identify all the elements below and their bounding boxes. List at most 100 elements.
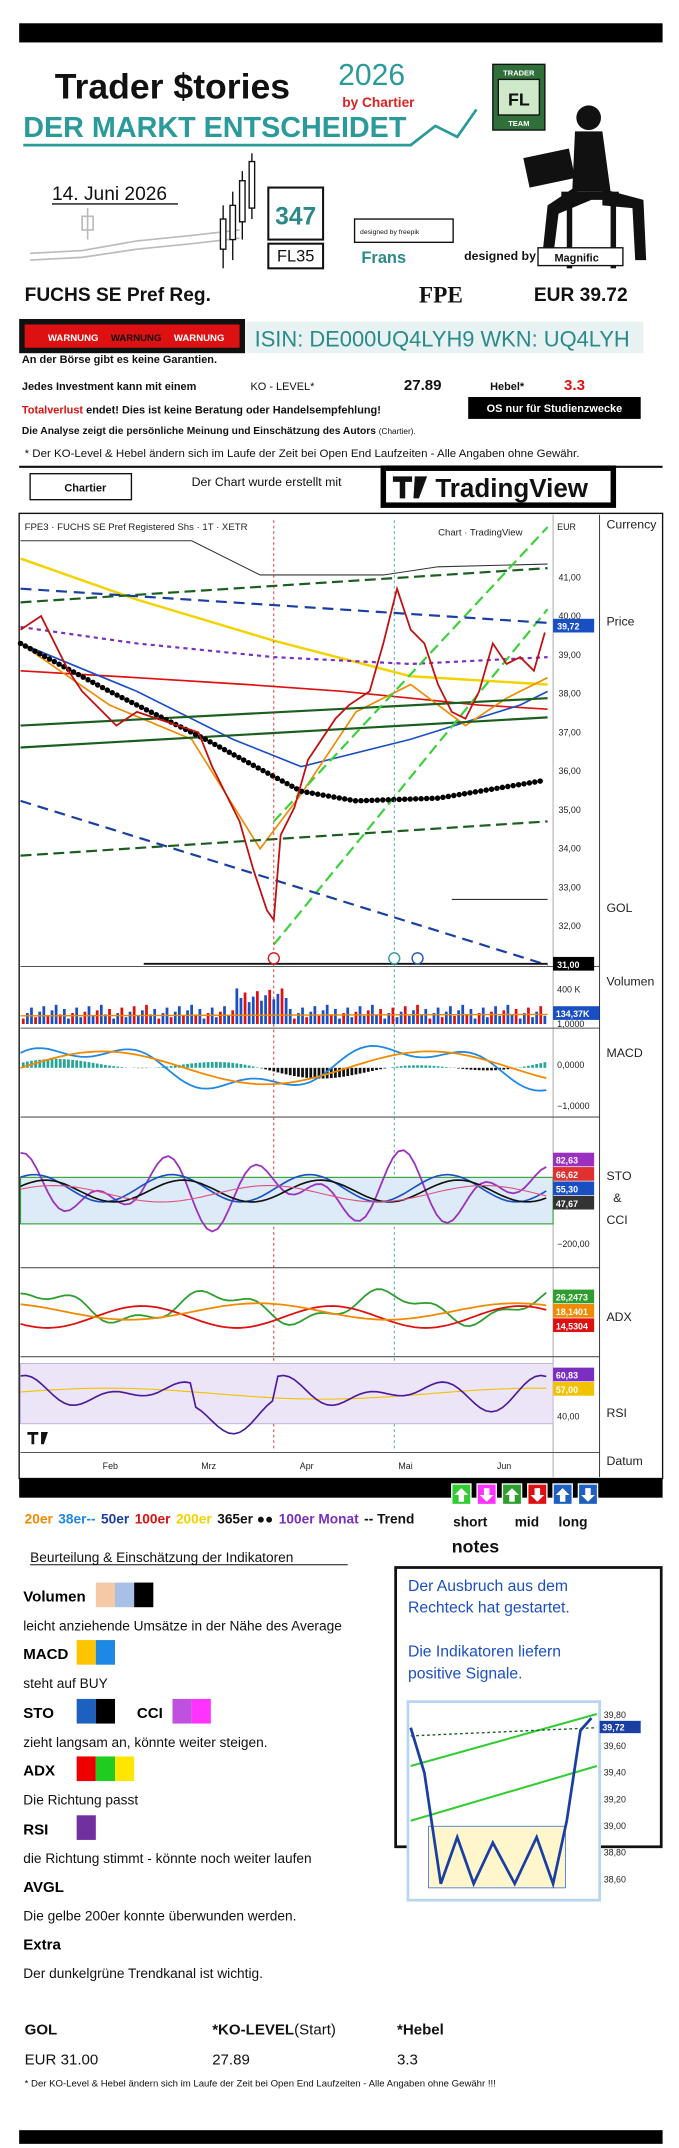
decoration	[114, 1582, 135, 1608]
y-tick-label: 39,20	[604, 1794, 626, 1804]
macd-bar	[169, 1065, 173, 1068]
y-tick-label: 32,00	[559, 921, 581, 931]
group: 82,63 66,62 55,30 47,67	[553, 1152, 595, 1210]
team-top: TRADER	[503, 68, 535, 77]
disclaimer-text: endet! Dies ist keine Beratung oder Hand…	[83, 404, 381, 416]
macd-bar	[346, 1067, 350, 1076]
x-tick-label: Apr	[300, 1461, 314, 1471]
macd-bar	[71, 1059, 74, 1068]
volume-bar	[202, 1018, 206, 1025]
macd-bar	[301, 1067, 304, 1078]
volume-bar	[346, 1007, 350, 1025]
volume-bar	[440, 1017, 444, 1025]
volume-bar	[128, 1011, 132, 1025]
volume-bar	[522, 1013, 526, 1025]
decoration	[19, 23, 663, 43]
decoration	[134, 1582, 154, 1608]
indicators-heading: Beurteilung & Einschätzung der Indikator…	[30, 1550, 293, 1565]
volume-bar	[99, 1004, 103, 1025]
side-label: CCI	[606, 1213, 627, 1227]
volume-bar	[194, 1014, 198, 1025]
decoration	[386, 470, 611, 503]
value-tag: 66,62	[556, 1170, 578, 1180]
x-tick-label: Mai	[398, 1461, 412, 1471]
group	[17, 520, 549, 1452]
volume-bar	[485, 1017, 489, 1025]
decoration	[20, 697, 548, 727]
indicator-line	[20, 1305, 547, 1329]
side-label: Currency	[606, 517, 657, 531]
disclaimer-text: Die Analyse zeigt die persönliche Meinun…	[22, 426, 379, 437]
legend-long: long	[559, 1514, 588, 1529]
volume-bar	[108, 1008, 111, 1025]
volume-bar	[428, 1018, 432, 1025]
value-tag-box	[553, 1318, 595, 1333]
volume-bar	[198, 1008, 202, 1025]
volume-bar	[214, 1017, 218, 1025]
team-mid: FL	[508, 89, 530, 109]
tradingview: TradingView	[435, 473, 588, 503]
macd-bar	[358, 1067, 362, 1074]
author: Frans	[361, 249, 406, 267]
volume-bar	[251, 996, 255, 1025]
symbol: FPE	[419, 283, 463, 309]
macd-bar	[54, 1058, 58, 1068]
group	[20, 965, 600, 1454]
decoration	[27, 1431, 48, 1445]
volume-bar	[338, 1018, 341, 1025]
volume-bar	[375, 1014, 378, 1025]
volume-axis: 400 K	[557, 985, 580, 995]
macd-bar	[391, 1067, 395, 1068]
rsi-axis: 40,00	[557, 1412, 579, 1422]
macd-bar	[444, 1067, 448, 1068]
x-tick-label: Mrz	[201, 1461, 216, 1471]
notes-title: notes	[452, 1536, 500, 1556]
indicator-line	[20, 1050, 547, 1086]
volume-average	[20, 1013, 548, 1017]
macd-bar	[231, 1062, 235, 1068]
y-tick-label: 33,00	[559, 882, 581, 892]
macd-bar	[62, 1059, 66, 1068]
decoration	[602, 188, 647, 261]
macd-bar	[379, 1067, 382, 1070]
volume-bar	[350, 1017, 354, 1025]
macd-bar	[99, 1064, 103, 1068]
decoration	[246, 321, 644, 354]
volume-bar	[280, 988, 284, 1025]
volume-bar	[366, 1010, 370, 1025]
volume-bar	[79, 1017, 83, 1025]
volume-bar	[112, 1018, 115, 1025]
macd-bar	[157, 1067, 161, 1068]
macd-bar	[334, 1067, 337, 1078]
volume-bar	[83, 1011, 87, 1025]
value-tag-box	[553, 1367, 595, 1382]
macd-bar	[481, 1067, 485, 1071]
decoration	[76, 1756, 96, 1782]
notes-tag: 39,72	[602, 1722, 624, 1732]
macd-bar	[407, 1065, 411, 1068]
macd-bar	[539, 1063, 543, 1068]
decoration	[20, 642, 548, 768]
side-label: GOL	[606, 901, 632, 915]
decoration	[610, 199, 617, 269]
legend-mid: mid	[515, 1514, 539, 1529]
macd-bar	[50, 1058, 54, 1068]
macd-bar	[535, 1064, 539, 1068]
slogan: DER MARKT ENTSCHEIDET	[23, 112, 407, 144]
value-tag-box	[553, 1195, 595, 1210]
macd-bar	[173, 1065, 177, 1068]
team-bottom: TEAM	[508, 119, 529, 128]
volume-bar	[543, 1015, 547, 1025]
volume-bar	[239, 998, 243, 1025]
y-tick-label: 37,00	[559, 727, 581, 737]
disclaimer-note: * Der KO-Level & Hebel ändern sich im La…	[25, 448, 580, 460]
footer-label: GOL	[25, 2021, 58, 2038]
count: 347	[275, 204, 316, 231]
macd-bar	[104, 1064, 107, 1068]
decoration	[20, 669, 548, 710]
decoration	[561, 191, 619, 200]
volume-bar	[231, 1010, 235, 1025]
disclaimer-line: Die Analyse zeigt die persönliche Meinun…	[22, 426, 416, 437]
indicator-text: die Richtung stimmt - könnte noch weiter…	[23, 1851, 311, 1866]
macd-bar	[91, 1062, 95, 1068]
